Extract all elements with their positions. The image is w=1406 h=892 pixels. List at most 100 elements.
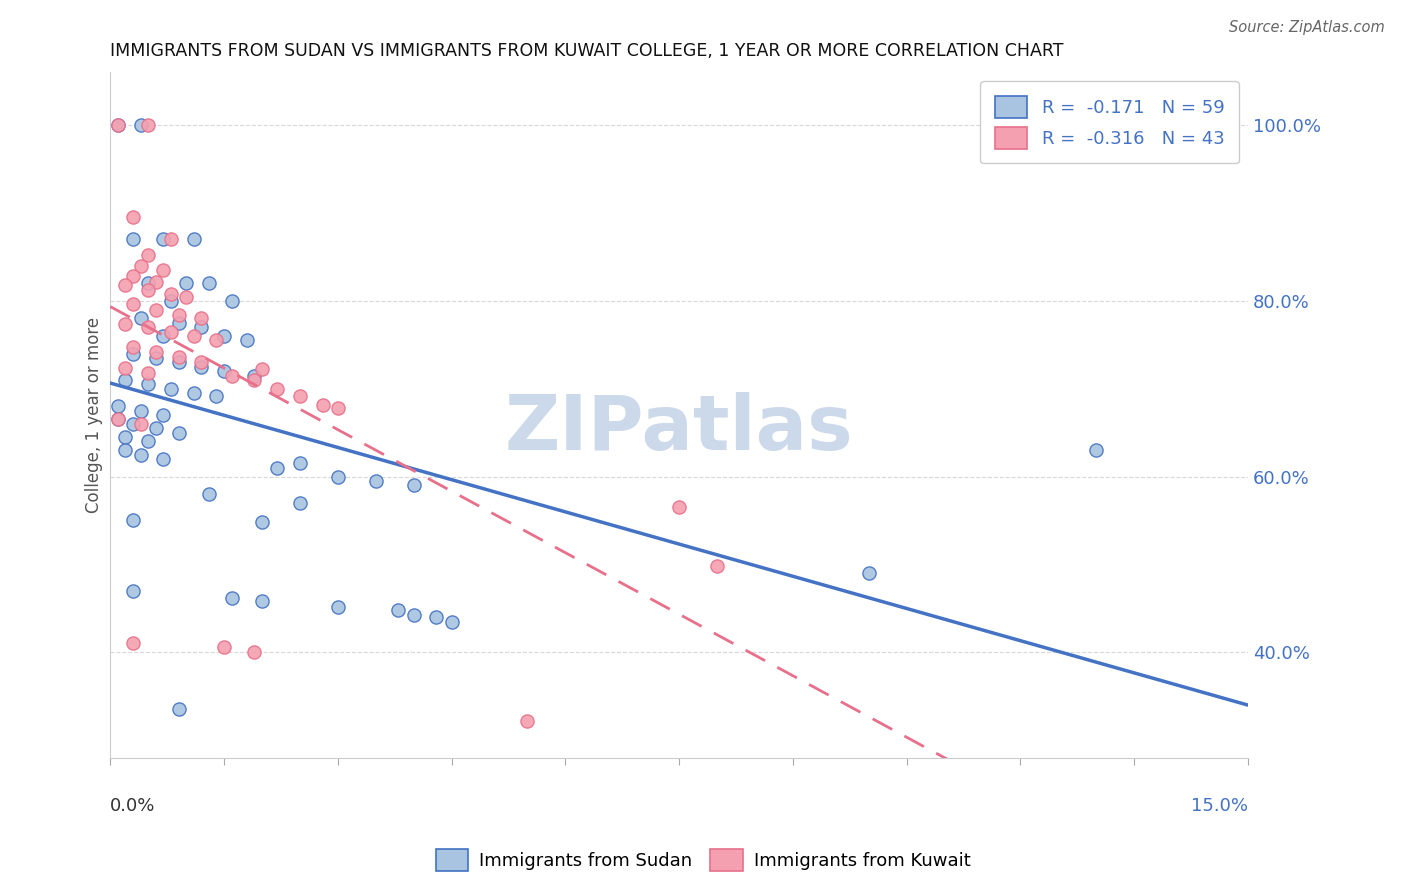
Point <box>1085 443 1108 458</box>
Text: Source: ZipAtlas.com: Source: ZipAtlas.com <box>1229 20 1385 35</box>
Point <box>212 364 235 378</box>
Point <box>243 645 266 659</box>
Point <box>122 346 145 360</box>
Point <box>288 389 311 403</box>
Point <box>136 320 159 334</box>
Point <box>205 334 228 348</box>
Point <box>114 443 136 458</box>
Point <box>107 118 129 132</box>
Point <box>152 452 174 467</box>
Point <box>212 329 235 343</box>
Point <box>122 211 145 225</box>
Point <box>145 302 167 317</box>
Point <box>516 714 538 728</box>
Point <box>160 325 183 339</box>
Point <box>167 308 190 322</box>
Point <box>129 403 152 417</box>
Point <box>152 329 174 343</box>
Point <box>311 397 333 411</box>
Point <box>145 344 167 359</box>
Point <box>402 478 425 492</box>
Point <box>122 583 145 598</box>
Point <box>167 355 190 369</box>
Point <box>136 118 159 132</box>
Point <box>122 297 145 311</box>
Point <box>440 615 463 629</box>
Point <box>107 412 129 426</box>
Point <box>145 421 167 435</box>
Text: 0.0%: 0.0% <box>110 797 156 814</box>
Point <box>858 566 880 581</box>
Point <box>129 259 152 273</box>
Point <box>243 368 266 383</box>
Point <box>236 334 259 348</box>
Point <box>167 702 190 716</box>
Point <box>129 118 152 132</box>
Point <box>243 373 266 387</box>
Point <box>122 232 145 246</box>
Point <box>183 386 205 401</box>
Point <box>174 277 197 291</box>
Point <box>122 636 145 650</box>
Point <box>107 411 129 425</box>
Point <box>167 316 190 330</box>
Point <box>114 430 136 444</box>
Point <box>425 610 447 624</box>
Point <box>129 448 152 462</box>
Point <box>136 283 159 297</box>
Legend: Immigrants from Sudan, Immigrants from Kuwait: Immigrants from Sudan, Immigrants from K… <box>429 842 977 879</box>
Point <box>288 496 311 510</box>
Point <box>160 293 183 308</box>
Text: ZIPatlas: ZIPatlas <box>505 392 853 466</box>
Point <box>152 408 174 422</box>
Point <box>221 293 243 308</box>
Point <box>152 232 174 246</box>
Point <box>114 360 136 375</box>
Legend: R =  -0.171   N = 59, R =  -0.316   N = 43: R = -0.171 N = 59, R = -0.316 N = 43 <box>980 81 1239 163</box>
Point <box>250 515 273 529</box>
Point <box>250 362 273 376</box>
Point <box>668 500 690 515</box>
Point <box>107 118 129 132</box>
Point <box>387 603 409 617</box>
Point <box>183 329 205 343</box>
Point <box>190 355 212 369</box>
Point <box>136 377 159 392</box>
Point <box>326 469 349 483</box>
Point <box>136 277 159 291</box>
Point <box>198 277 221 291</box>
Point <box>122 339 145 353</box>
Point <box>190 320 212 334</box>
Point <box>145 351 167 365</box>
Point <box>107 399 129 413</box>
Point <box>160 286 183 301</box>
Point <box>145 275 167 289</box>
Point <box>167 425 190 440</box>
Point <box>114 278 136 293</box>
Point <box>160 382 183 396</box>
Point <box>364 474 387 488</box>
Point <box>288 456 311 470</box>
Text: 15.0%: 15.0% <box>1191 797 1249 814</box>
Point <box>136 434 159 449</box>
Point <box>136 248 159 262</box>
Point <box>250 594 273 608</box>
Point <box>136 366 159 380</box>
Point <box>174 290 197 304</box>
Point <box>122 417 145 431</box>
Point <box>129 311 152 326</box>
Point <box>266 382 288 396</box>
Point <box>212 640 235 654</box>
Point <box>122 269 145 284</box>
Point <box>183 232 205 246</box>
Point <box>198 487 221 501</box>
Point <box>129 417 152 431</box>
Point <box>190 359 212 374</box>
Point <box>114 317 136 331</box>
Point <box>190 311 212 326</box>
Point <box>221 591 243 605</box>
Point <box>122 513 145 527</box>
Point <box>266 460 288 475</box>
Point <box>326 599 349 614</box>
Point <box>326 401 349 415</box>
